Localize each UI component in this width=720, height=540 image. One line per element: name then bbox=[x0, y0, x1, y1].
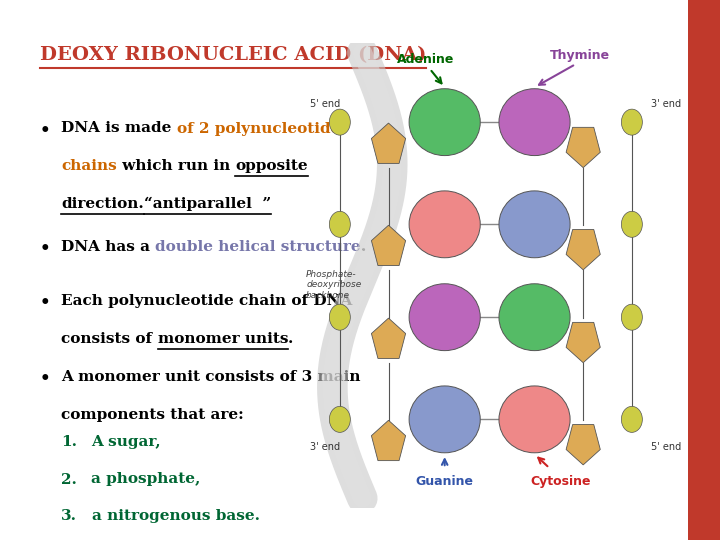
Ellipse shape bbox=[409, 284, 480, 350]
Circle shape bbox=[621, 304, 642, 330]
Text: of 2 polynucleotide: of 2 polynucleotide bbox=[177, 122, 341, 136]
Text: chains: chains bbox=[61, 159, 117, 173]
Circle shape bbox=[621, 407, 642, 433]
Text: Adenine: Adenine bbox=[397, 53, 454, 66]
Polygon shape bbox=[372, 318, 405, 359]
Text: 5' end: 5' end bbox=[310, 99, 340, 109]
Circle shape bbox=[329, 304, 351, 330]
Circle shape bbox=[329, 407, 351, 433]
Polygon shape bbox=[372, 123, 405, 164]
Ellipse shape bbox=[499, 89, 570, 156]
Ellipse shape bbox=[499, 191, 570, 258]
Ellipse shape bbox=[409, 386, 480, 453]
Text: 2.: 2. bbox=[61, 472, 77, 487]
Text: double helical structure: double helical structure bbox=[156, 240, 361, 254]
Text: A monomer unit consists of 3 main: A monomer unit consists of 3 main bbox=[61, 370, 361, 384]
Polygon shape bbox=[372, 420, 405, 461]
Text: Phosphate-
deoxyribose
backbone: Phosphate- deoxyribose backbone bbox=[306, 270, 361, 300]
Text: 3' end: 3' end bbox=[310, 442, 340, 452]
Text: .: . bbox=[361, 240, 366, 254]
Circle shape bbox=[621, 109, 642, 135]
Text: •: • bbox=[40, 122, 50, 138]
Ellipse shape bbox=[409, 191, 480, 258]
Circle shape bbox=[329, 109, 351, 135]
Polygon shape bbox=[372, 225, 405, 266]
Polygon shape bbox=[566, 127, 600, 167]
Text: consists of: consists of bbox=[61, 332, 158, 346]
Text: A sugar,: A sugar, bbox=[91, 435, 161, 449]
Ellipse shape bbox=[499, 284, 570, 350]
Text: •: • bbox=[40, 370, 50, 387]
Circle shape bbox=[621, 211, 642, 237]
Text: opposite: opposite bbox=[235, 159, 308, 173]
Ellipse shape bbox=[409, 89, 480, 156]
Text: which run in: which run in bbox=[117, 159, 235, 173]
Text: DEOXY RIBONUCLEIC ACID (DNA): DEOXY RIBONUCLEIC ACID (DNA) bbox=[40, 46, 426, 64]
Bar bbox=[688, 0, 720, 540]
Text: •: • bbox=[40, 294, 50, 311]
Text: DNA has a: DNA has a bbox=[61, 240, 156, 254]
Ellipse shape bbox=[499, 386, 570, 453]
Polygon shape bbox=[566, 230, 600, 270]
Polygon shape bbox=[566, 322, 600, 363]
Text: a phosphate,: a phosphate, bbox=[91, 472, 201, 487]
Text: 3.: 3. bbox=[61, 509, 77, 523]
Text: a nitrogenous base.: a nitrogenous base. bbox=[91, 509, 260, 523]
Text: DNA is made: DNA is made bbox=[61, 122, 177, 136]
Text: Guanine: Guanine bbox=[415, 475, 474, 488]
Text: .: . bbox=[288, 332, 294, 346]
Text: 5' end: 5' end bbox=[651, 442, 681, 452]
Text: 1.: 1. bbox=[61, 435, 77, 449]
Circle shape bbox=[329, 211, 351, 237]
Text: monomer units: monomer units bbox=[158, 332, 288, 346]
Text: •: • bbox=[40, 240, 50, 257]
Text: Thymine: Thymine bbox=[549, 49, 610, 62]
Text: components that are:: components that are: bbox=[61, 408, 244, 422]
Text: direction.: direction. bbox=[61, 197, 144, 211]
Text: Cytosine: Cytosine bbox=[531, 475, 591, 488]
Text: “antiparallel  ”: “antiparallel ” bbox=[144, 197, 271, 211]
Text: Each polynucleotide chain of DNA: Each polynucleotide chain of DNA bbox=[61, 294, 353, 308]
Text: 3' end: 3' end bbox=[651, 99, 680, 109]
Polygon shape bbox=[566, 424, 600, 465]
